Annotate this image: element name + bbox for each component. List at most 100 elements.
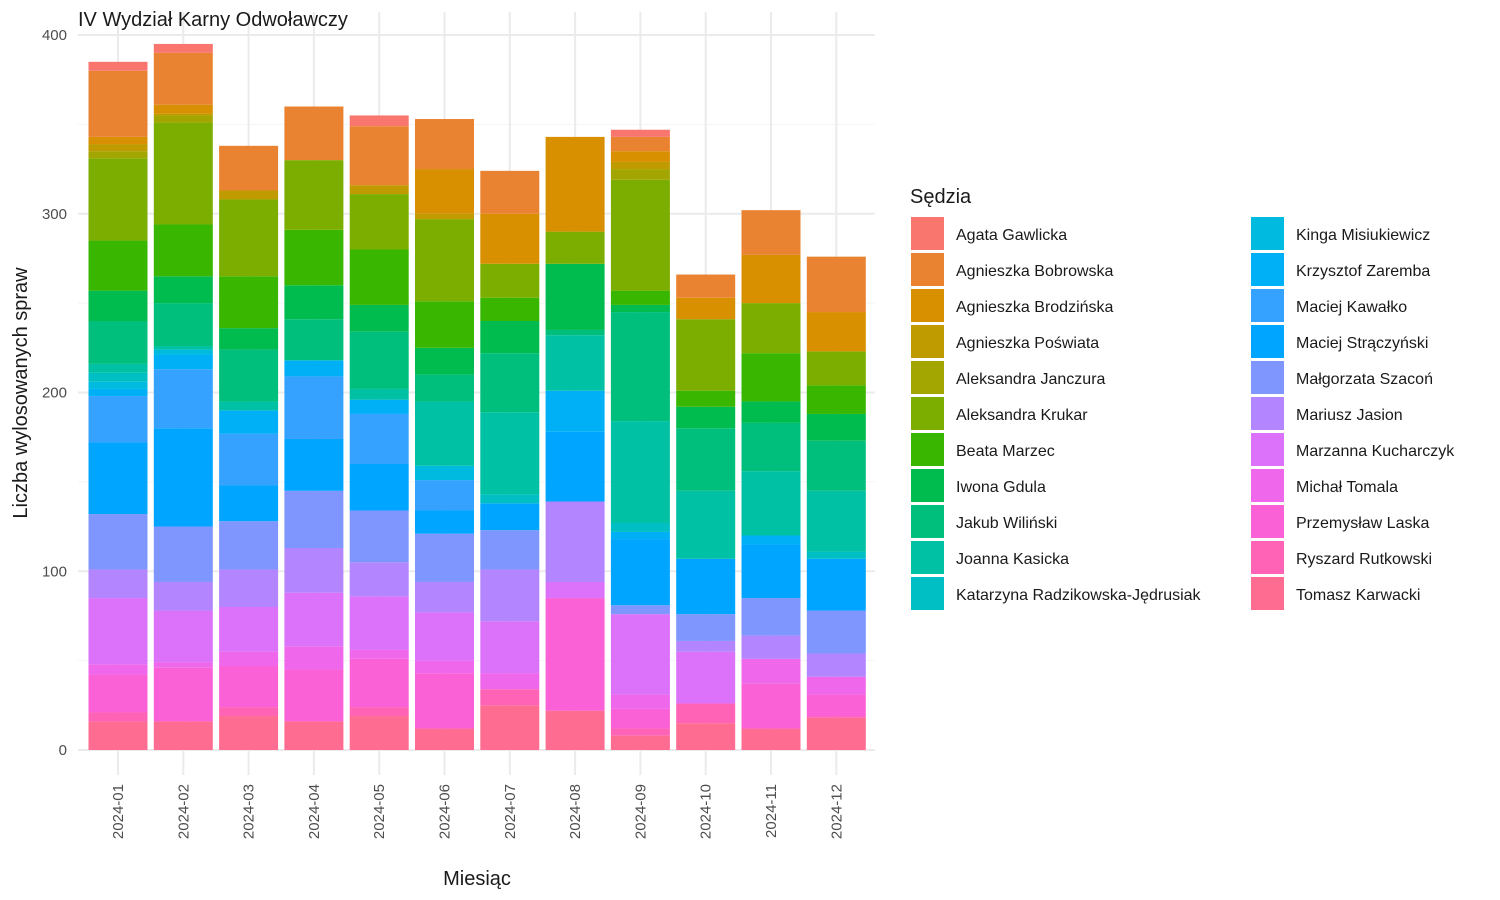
- legend-label: Maciej Kawałko: [1296, 299, 1407, 316]
- chart-title: IV Wydział Karny Odwoławczy: [78, 9, 348, 31]
- bar-segment: Agnieszka Brodzińska 2024-11: 27: [741, 254, 801, 304]
- x-tick-label: 2024-02: [175, 784, 192, 839]
- legend-swatch: [1251, 469, 1284, 502]
- bar-segment: Tomasz Karwacki 2024-09: 8: [610, 735, 670, 750]
- bar-segment: Tomasz Karwacki 2024-11: 12: [741, 728, 801, 750]
- bar-segment: Jakub Wiliński 2024-06: 15: [415, 374, 474, 402]
- bar-segment: Agnieszka Brodzińska 2024-01: 4: [88, 136, 148, 145]
- bar-segment: Marzanna Kucharczyk 2024-04: 30: [284, 592, 344, 647]
- legend-swatch: [1251, 541, 1284, 574]
- bar-segment: Agnieszka Poświata 2024-01: 4: [88, 144, 148, 152]
- bar-segment: Tomasz Karwacki 2024-06: 12: [415, 728, 474, 750]
- bar-segment: Maciej Strączyński 2024-10: 31: [676, 558, 736, 615]
- legend-swatch: [1251, 325, 1284, 358]
- bar-segment: Aleksandra Janczura 2024-01: 4: [88, 151, 148, 159]
- bar-segment: Małgorzata Szacoń 2024-07: 22: [480, 530, 540, 570]
- legend-label: Małgorzata Szacoń: [1296, 371, 1433, 388]
- bar-segment: Joanna Kasicka 2024-07: 46: [480, 412, 540, 495]
- bar-segment: Iwona Gdula 2024-02: 15: [153, 276, 213, 304]
- legend-swatch: [911, 505, 944, 538]
- bar-segment: Agnieszka Bobrowska 2024-01: 37: [88, 70, 148, 137]
- bar-segment: Marzanna Kucharczyk 2024-05: 30: [349, 596, 409, 650]
- legend-label: Mariusz Jasion: [1296, 407, 1403, 424]
- legend-item: Iwona Gdula: [911, 469, 1046, 502]
- legend-swatch: [911, 361, 944, 394]
- bar-segment: Przemysław Laska 2024-03: 23: [219, 665, 279, 708]
- bar-segment: Mariusz Jasion 2024-12: 13: [806, 653, 866, 677]
- bar-segment: Marzanna Kucharczyk 2024-06: 27: [415, 612, 474, 661]
- legend-label: Krzysztof Zaremba: [1296, 263, 1430, 280]
- legend-item: Agnieszka Poświata: [911, 325, 1099, 358]
- bar-segment: Michał Tomala 2024-04: 13: [284, 646, 344, 670]
- bar-segment: Iwona Gdula 2024-12: 15: [806, 413, 866, 441]
- bar-segment: Beata Marzec 2024-12: 16: [806, 385, 866, 414]
- bar-segment: Krzysztof Zaremba 2024-08: 23: [545, 390, 605, 432]
- legend-label: Aleksandra Janczura: [956, 371, 1106, 388]
- bar-segment: Maciej Strączyński 2024-11: 30: [741, 544, 801, 599]
- bar-segment: Agnieszka Bobrowska 2024-04: 30: [284, 106, 344, 161]
- bar-segment: Marzanna Kucharczyk 2024-07: 29: [480, 621, 540, 674]
- bar-segment: Joanna Kasicka 2024-06: 36: [415, 401, 474, 466]
- bar-segment: Agnieszka Bobrowska 2024-11: 25: [741, 210, 801, 255]
- bar-segment: Mariusz Jasion 2024-02: 16: [153, 581, 213, 611]
- bar-segment: Marzanna Kucharczyk 2024-03: 25: [219, 607, 279, 652]
- bar-segment: Aleksandra Krukar 2024-08: 18: [545, 231, 605, 264]
- bar-segment: Joanna Kasicka 2024-01: 5: [88, 363, 148, 373]
- bar-segment: Agnieszka Bobrowska 2024-12: 31: [806, 256, 866, 313]
- bar-segment: Marzanna Kucharczyk 2024-01: 37: [88, 598, 148, 665]
- bar-segment: Krzysztof Zaremba 2024-01: 4: [88, 388, 148, 397]
- bar-segment: Beata Marzec 2024-09: 8: [610, 290, 670, 305]
- bar-segment: Agnieszka Brodzińska 2024-07: 28: [480, 213, 540, 264]
- bar-segment: Jakub Wiliński 2024-08: 3: [545, 329, 605, 336]
- bar-segment: Małgorzata Szacoń 2024-11: 21: [741, 598, 801, 636]
- x-tick-label: 2024-11: [763, 784, 780, 838]
- legend-item: Ryszard Rutkowski: [1251, 541, 1432, 574]
- bar-segment: Przemysław Laska 2024-08: 63: [545, 598, 605, 711]
- bar-segment: Iwona Gdula 2024-08: 37: [545, 263, 605, 330]
- legend-item: Małgorzata Szacoń: [1251, 361, 1433, 394]
- bar-segment: Tomasz Karwacki 2024-02: 16: [153, 721, 213, 750]
- bar-segment: Agnieszka Bobrowska 2024-09: 8: [610, 136, 670, 152]
- bar-segment: Mariusz Jasion 2024-01: 16: [88, 569, 148, 599]
- bar-segment: Joanna Kasicka 2024-10: 38: [676, 490, 736, 559]
- bar-segment: Marzanna Kucharczyk 2024-10: 29: [676, 651, 736, 704]
- bar-segment: Iwona Gdula 2024-01: 17: [88, 290, 148, 321]
- bar-segment: Jakub Wiliński 2024-04: 23: [284, 319, 344, 361]
- legend-swatch: [1251, 505, 1284, 538]
- bar-segment: Agata Gawlicka 2024-09: 4: [610, 129, 670, 137]
- legend-swatch: [911, 253, 944, 286]
- bar-segment: Iwona Gdula 2024-09: 4: [610, 304, 670, 313]
- bar-segment: Maciej Strączyński 2024-08: 39: [545, 431, 605, 502]
- bar-segment: Maciej Kawałko 2024-04: 35: [284, 376, 344, 439]
- x-axis-ticks: 2024-01 2024-02 2024-03 2024-04 2024-05 2024-…: [110, 784, 845, 839]
- bar-segment: Aleksandra Krukar 2024-12: 19: [806, 351, 866, 386]
- legend-swatch: [1251, 433, 1284, 466]
- bar-segment: Kinga Misiukiewicz 2024-01: 4: [88, 381, 148, 389]
- bar-segment: Michał Tomala 2024-02: 3: [153, 662, 213, 668]
- bar-segment: Małgorzata Szacoń 2024-03: 27: [219, 521, 279, 570]
- bar-segment: Jakub Wiliński 2024-11: 27: [741, 422, 801, 472]
- bar-segment: Maciej Strączyński 2024-04: 29: [284, 438, 344, 491]
- bar-segment: Agnieszka Poświata 2024-03: 5: [219, 190, 279, 200]
- legend-label: Ryszard Rutkowski: [1296, 551, 1432, 568]
- legend-swatch: [911, 469, 944, 502]
- bar-segment: Katarzyna Radzikowska-Jędrusiak 2024-07:…: [480, 494, 540, 504]
- bar-segment: Aleksandra Krukar 2024-11: 28: [741, 303, 801, 354]
- bar-segment: Agata Gawlicka 2024-01: 5: [88, 61, 148, 71]
- legend-item: Kinga Misiukiewicz: [1251, 217, 1430, 250]
- bar-segment: Aleksandra Krukar 2024-05: 31: [349, 194, 409, 250]
- bar-segment: Przemysław Laska 2024-06: 31: [415, 673, 474, 729]
- legend-swatch: [1251, 217, 1284, 250]
- bar-segment: Agnieszka Brodzińska 2024-08: 53: [545, 136, 605, 232]
- bar-segment: Małgorzata Szacoń 2024-02: 31: [153, 526, 213, 582]
- bar-segment: Marzanna Kucharczyk 2024-09: 45: [610, 614, 670, 695]
- bar-segment: Małgorzata Szacoń 2024-10: 15: [676, 614, 736, 641]
- bar-segment: Małgorzata Szacoń 2024-04: 32: [284, 490, 344, 549]
- bar-segment: Mariusz Jasion 2024-07: 29: [480, 569, 540, 622]
- bar-segment: Przemysław Laska 2024-11: 25: [741, 683, 801, 729]
- legend-swatch: [911, 217, 944, 250]
- bar-segment: Agnieszka Bobrowska 2024-02: 29: [153, 52, 213, 105]
- bar-segment: Ryszard Rutkowski 2024-09: 4: [610, 728, 670, 736]
- bar-segment: Przemysław Laska 2024-09: 11: [610, 708, 670, 729]
